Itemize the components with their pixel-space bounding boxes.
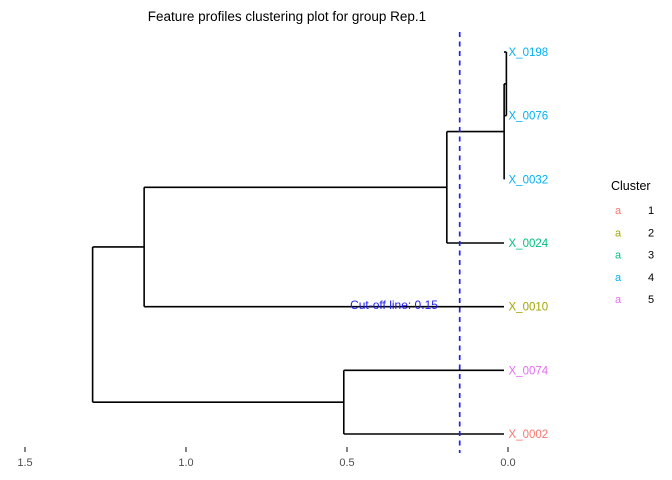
legend-item-label: 3: [648, 250, 654, 262]
leaf-label-X_0024: X_0024: [509, 238, 549, 250]
legend-item-label: 4: [648, 272, 654, 284]
plot-title: Feature profiles clustering plot for gro…: [148, 9, 426, 24]
legend-items: a 1a 2a 3a 4a 5: [615, 205, 654, 306]
leaf-labels: X_0198 X_0076 X_0032 X_0024 X_0010 X_0074 X_00…: [509, 47, 549, 441]
x-axis: 1.5 1.0 0.5 0.0: [17, 447, 516, 469]
leaf-label-X_0002: X_0002: [509, 429, 549, 441]
legend-key-glyph: a: [615, 272, 622, 284]
axis-tick-label: 1.5: [17, 457, 32, 469]
leaf-label-X_0010: X_0010: [509, 302, 549, 314]
legend: Cluster a 1a 2a 3a 4a 5: [611, 179, 654, 306]
legend-key-glyph: a: [615, 250, 622, 262]
leaf-label-X_0198: X_0198: [509, 47, 549, 59]
leaf-label-X_0074: X_0074: [509, 365, 549, 377]
axis-tick-label: 1.0: [178, 457, 193, 469]
legend-title: Cluster: [611, 179, 651, 193]
legend-key-glyph: a: [615, 205, 622, 217]
leaf-label-X_0032: X_0032: [509, 174, 549, 186]
leaf-label-X_0076: X_0076: [509, 111, 549, 123]
legend-item-label: 2: [648, 227, 654, 239]
legend-key-glyph: a: [615, 227, 622, 239]
dendrogram-tree: [91, 51, 508, 435]
cutoff-label: Cut-off line: 0.15: [350, 298, 438, 312]
axis-tick-label: 0.0: [500, 457, 515, 469]
legend-key-glyph: a: [615, 294, 622, 306]
axis-tick-label: 0.5: [339, 457, 354, 469]
legend-item-label: 5: [648, 294, 654, 306]
legend-item-label: 1: [648, 205, 654, 217]
